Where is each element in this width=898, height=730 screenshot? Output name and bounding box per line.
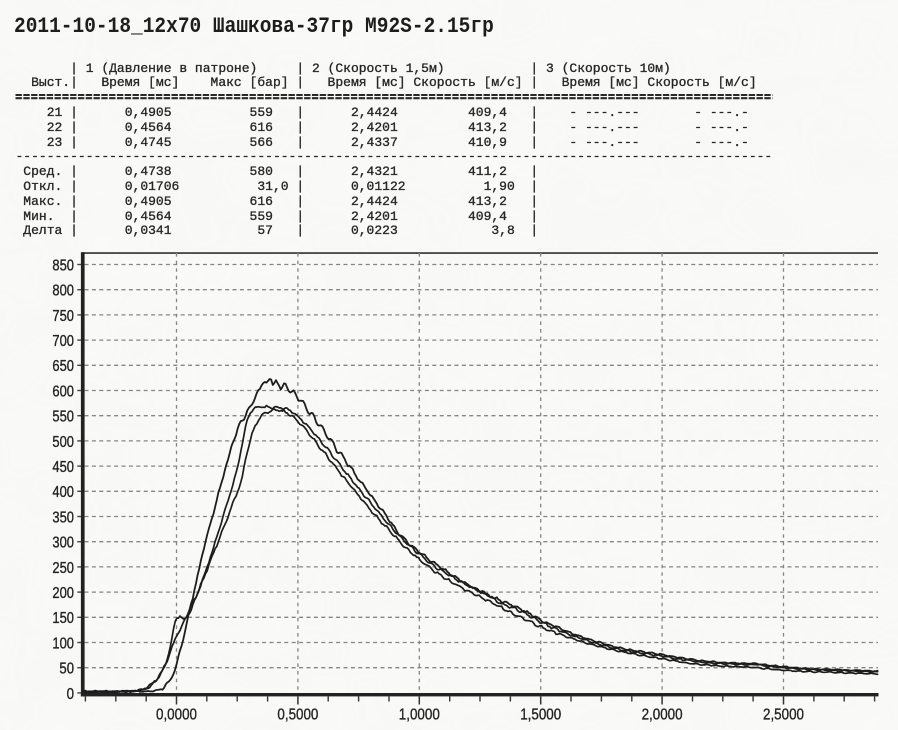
svg-text:0: 0 bbox=[67, 686, 74, 703]
svg-text:0,5000: 0,5000 bbox=[277, 707, 318, 724]
svg-text:200: 200 bbox=[52, 585, 74, 602]
svg-text:600: 600 bbox=[52, 383, 74, 400]
svg-text:400: 400 bbox=[52, 484, 74, 501]
svg-text:250: 250 bbox=[52, 560, 74, 577]
svg-text:550: 550 bbox=[52, 409, 74, 426]
svg-text:700: 700 bbox=[52, 333, 74, 350]
svg-text:2,5000: 2,5000 bbox=[763, 707, 804, 724]
svg-text:850: 850 bbox=[52, 257, 74, 274]
svg-text:1,5000: 1,5000 bbox=[520, 707, 561, 724]
svg-text:300: 300 bbox=[52, 535, 74, 552]
svg-text:1,0000: 1,0000 bbox=[399, 707, 440, 724]
svg-text:150: 150 bbox=[52, 610, 74, 627]
svg-text:50: 50 bbox=[59, 661, 74, 678]
svg-text:500: 500 bbox=[52, 434, 74, 451]
svg-text:2,0000: 2,0000 bbox=[642, 707, 683, 724]
svg-text:0,0000: 0,0000 bbox=[156, 707, 197, 724]
svg-text:650: 650 bbox=[52, 358, 74, 375]
svg-text:100: 100 bbox=[52, 635, 74, 652]
svg-text:750: 750 bbox=[52, 308, 74, 325]
svg-text:800: 800 bbox=[52, 283, 74, 300]
svg-text:350: 350 bbox=[52, 509, 74, 526]
svg-text:450: 450 bbox=[52, 459, 74, 476]
